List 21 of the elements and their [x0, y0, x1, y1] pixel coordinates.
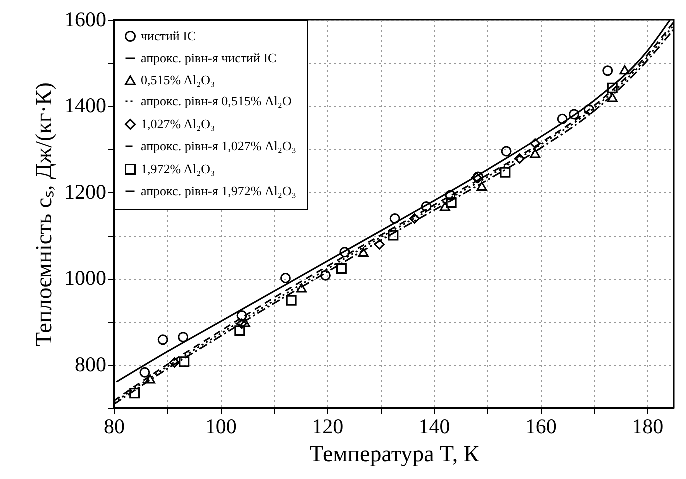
legend-label: 1,972% Al₂O₃: [141, 162, 216, 176]
y-tick-label: 1000: [64, 266, 106, 290]
y-tick-label: 1600: [64, 8, 106, 32]
x-tick-label: 140: [418, 414, 450, 438]
legend-label: апрокс. рівн-я чистий IC: [141, 50, 277, 66]
legend-label: апрокс. рівн-я 1,027% Al₂O₃: [141, 138, 296, 154]
legend-label: 1,027% Al₂O₃: [141, 116, 216, 132]
legend-label: апрокс. рівн-я 0,515% Al₂O: [141, 94, 292, 108]
x-tick-label: 160: [525, 414, 557, 438]
x-tick-label: 180: [632, 414, 664, 438]
x-tick-label: 100: [205, 414, 237, 438]
x-axis-title: Температура T, К: [310, 442, 480, 466]
legend-label: 0,515% Al₂O₃: [141, 72, 216, 88]
y-axis-title: Теплоємність cₛ, Дж/(кг·К): [32, 82, 56, 346]
y-tick-label: 1400: [64, 94, 106, 118]
y-tick-label: 1200: [64, 180, 106, 204]
x-tick-label: 120: [312, 414, 344, 438]
y-tick-label: 800: [75, 352, 106, 376]
legend-label: чистий IC: [141, 28, 196, 44]
x-tick-label: 80: [104, 414, 125, 438]
legend-label: апрокс. рівн-я 1,972% Al₂O₃: [141, 184, 296, 198]
